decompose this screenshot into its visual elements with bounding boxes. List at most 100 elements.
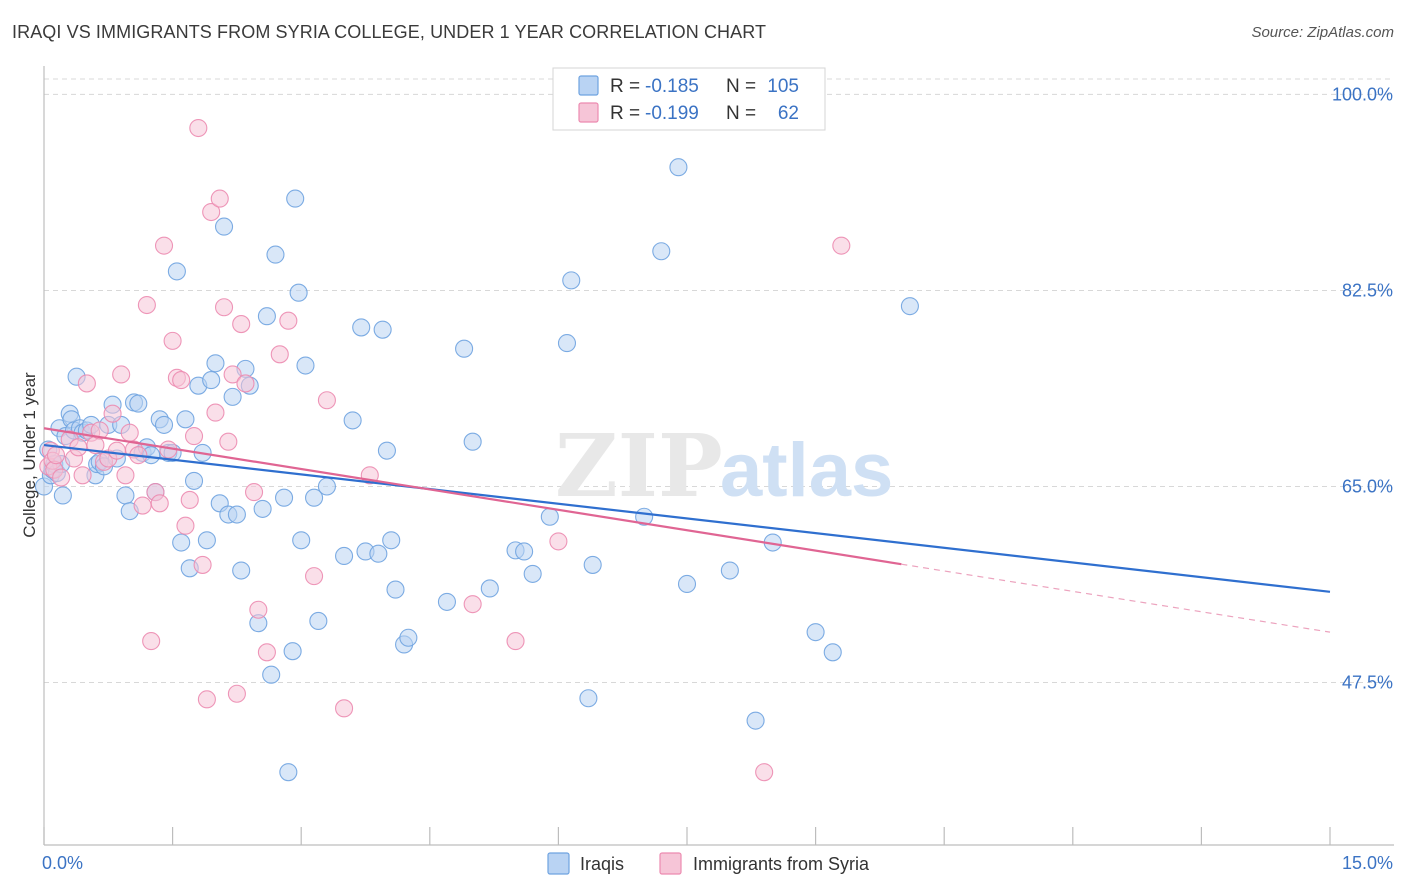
syria-point	[77, 374, 96, 393]
iraqis-point	[227, 505, 246, 524]
iraqis-point	[557, 334, 577, 353]
iraqis-point	[480, 579, 499, 598]
iraqis-point	[579, 689, 598, 708]
syria-point	[210, 189, 229, 208]
bottom-legend-swatch-iraqis	[547, 852, 570, 875]
legend-n-value-syria: 62	[778, 103, 799, 124]
iraqis-point	[309, 611, 328, 630]
syria-point	[142, 632, 161, 651]
syria-point	[107, 441, 126, 460]
watermark-atlas: atlas	[720, 428, 893, 513]
iraqis-point	[583, 555, 602, 574]
chart-title: IRAQI VS IMMIGRANTS FROM SYRIA COLLEGE, …	[12, 22, 767, 42]
syria-point	[214, 298, 234, 317]
syria-point	[150, 494, 169, 513]
syria-trend-line	[43, 427, 902, 566]
iraqis-point	[266, 245, 285, 264]
legend-n-label-iraqis: N =	[726, 76, 756, 97]
tick-labels: 47.5% 65.0% 82.5% 100.0% 0.0% 15.0%	[42, 84, 1393, 873]
iraqis-point	[305, 488, 324, 507]
syria-point	[305, 567, 324, 586]
iraqis-point	[677, 574, 697, 594]
x-tick-label: 15.0%	[1342, 853, 1393, 873]
iraqis-point	[184, 471, 204, 490]
iraqis-point	[900, 297, 919, 316]
syria-point	[103, 404, 122, 423]
bottom-legend: Iraqis Immigrants from Syria	[547, 852, 870, 875]
data-points	[34, 118, 919, 782]
syria-point	[52, 468, 71, 487]
iraqis-point	[352, 318, 371, 337]
syria-point	[189, 118, 208, 138]
iraqis-point	[214, 217, 234, 236]
watermark-zip: ZIP	[555, 416, 723, 517]
syria-point	[257, 643, 276, 662]
iraqis-point	[197, 531, 216, 550]
syria-point	[232, 315, 251, 334]
iraqis-point	[343, 411, 362, 430]
iraqis-point	[806, 623, 825, 642]
iraqis-point	[167, 262, 186, 281]
legend-r-value-syria: -0.199	[645, 103, 699, 124]
iraqis-point	[116, 486, 135, 505]
iraqis-point	[652, 242, 671, 261]
syria-point	[184, 427, 204, 446]
syria-point	[506, 632, 525, 651]
iraqis-point	[399, 628, 418, 647]
bottom-legend-label-iraqis: Iraqis	[580, 854, 624, 874]
syria-point	[755, 763, 774, 782]
syria-point	[202, 202, 221, 222]
legend-r-label-iraqis: R =	[610, 76, 640, 97]
syria-point	[317, 391, 336, 410]
bottom-legend-label-syria: Immigrants from Syria	[693, 854, 870, 874]
syria-point	[193, 555, 212, 574]
iraqis-point	[515, 542, 534, 561]
iraqis-point	[279, 763, 298, 782]
syria-point	[270, 345, 289, 364]
syria-point	[206, 403, 225, 422]
iraqis-point	[53, 486, 72, 505]
legend-n-label-syria: N =	[726, 103, 756, 124]
syria-point	[244, 483, 264, 502]
syria-point	[219, 432, 238, 451]
iraqis-point	[202, 371, 221, 390]
iraqis-point	[720, 561, 739, 580]
iraqis-point	[463, 432, 482, 451]
legend-swatch-iraqis	[578, 75, 599, 96]
iraqis-point	[283, 642, 302, 661]
iraqis-point	[335, 546, 354, 566]
iraqis-point	[286, 189, 305, 208]
y-axis-title: College, Under 1 year	[20, 372, 39, 538]
syria-point	[227, 684, 246, 703]
iraqis-point	[455, 339, 474, 358]
chart-source: Source: ZipAtlas.com	[1251, 24, 1394, 41]
iraqis-point	[540, 507, 559, 526]
syria-point	[73, 466, 92, 485]
syria-point	[223, 365, 242, 384]
iraqis-point	[172, 533, 191, 552]
syria-point	[176, 516, 195, 535]
iraqis-point	[823, 643, 842, 662]
legend-n-value-iraqis: 105	[767, 76, 799, 97]
iraqis-point	[373, 320, 392, 339]
iraqis-trend-line	[43, 443, 1331, 593]
syria-point	[90, 421, 109, 440]
iraqis-point	[317, 477, 336, 496]
syria-point	[463, 595, 482, 614]
y-tick-label: 47.5%	[1342, 673, 1393, 693]
bottom-legend-swatch-syria	[659, 852, 682, 875]
legend-r-value-iraqis: -0.185	[645, 76, 699, 97]
iraqis-point	[257, 307, 276, 326]
iraqis-point	[386, 580, 405, 599]
iraqis-point	[275, 488, 294, 507]
iraqis-point	[129, 394, 148, 413]
syria-point	[133, 496, 152, 515]
watermark: ZIP atlas	[555, 416, 893, 517]
syria-point	[335, 699, 354, 718]
syria-trend-line-extension	[901, 563, 1331, 633]
trend-lines	[43, 427, 1331, 633]
iraqis-point	[289, 283, 308, 302]
syria-point	[163, 331, 182, 350]
iraqis-point	[223, 387, 242, 406]
